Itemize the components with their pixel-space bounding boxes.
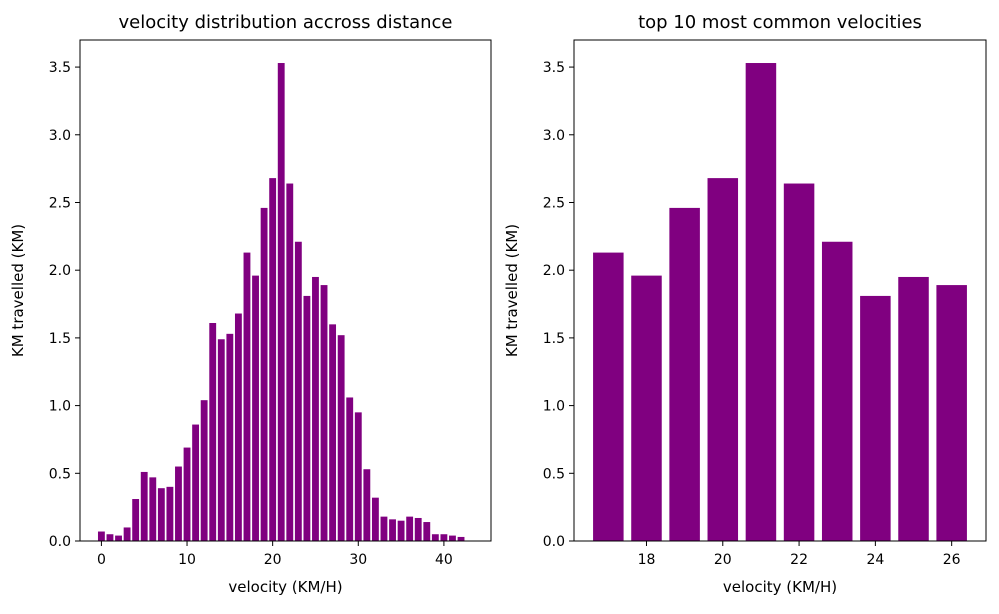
left-chart-bar bbox=[277, 63, 285, 542]
right-chart-x-tick-label: 26 bbox=[943, 552, 961, 568]
left-chart-bar bbox=[380, 516, 388, 541]
left-chart-x-axis-label: velocity (KM/H) bbox=[228, 578, 342, 596]
left-chart-y-tick-label: 3.5 bbox=[49, 60, 71, 76]
right-chart-axes-frame bbox=[573, 39, 987, 542]
right-chart-y-tick-label: 1.5 bbox=[543, 331, 565, 347]
left-chart-y-tick-label: 1.5 bbox=[49, 331, 71, 347]
left-chart-bar bbox=[183, 447, 191, 541]
left-chart-y-axis-ticks: 0.0 0.5 1.0 1.5 2.0 2.5 3.0 3.5 bbox=[49, 60, 80, 550]
left-chart-y-tick-label: 0.5 bbox=[49, 466, 71, 482]
left-chart-bar bbox=[166, 486, 174, 541]
left-chart-bar bbox=[431, 534, 439, 541]
left-chart-x-tick-label: 30 bbox=[349, 552, 367, 568]
right-chart-y-tick-label: 2.0 bbox=[543, 263, 565, 279]
right-chart-x-tick-label: 24 bbox=[866, 552, 884, 568]
left-chart-bar bbox=[371, 497, 379, 541]
right-chart-bar bbox=[593, 252, 624, 541]
right-chart-x-tick-label: 20 bbox=[714, 552, 732, 568]
left-chart-bar bbox=[157, 488, 165, 541]
right-chart-x-tick-label: 22 bbox=[790, 552, 808, 568]
right-chart-bar bbox=[707, 178, 739, 542]
right-chart-y-tick-label: 0.5 bbox=[543, 466, 565, 482]
right-chart-bar bbox=[745, 63, 777, 542]
right-chart-y-tick-label: 0.0 bbox=[543, 534, 565, 550]
right-chart-title: top 10 most common velocities bbox=[638, 12, 922, 33]
left-chart-bar bbox=[337, 335, 345, 541]
left-chart-bar bbox=[252, 275, 259, 541]
right-chart-y-axis-ticks: 0.0 0.5 1.0 1.5 2.0 2.5 3.0 3.5 bbox=[543, 60, 574, 550]
left-chart-bar bbox=[346, 397, 354, 541]
left-chart-bar bbox=[354, 412, 362, 541]
right-chart-y-tick-label: 1.0 bbox=[543, 399, 565, 415]
right-chart-x-tick-label: 18 bbox=[638, 552, 656, 568]
right-chart-y-tick-label: 3.0 bbox=[543, 128, 565, 144]
left-chart-bar bbox=[149, 477, 157, 541]
left-chart-bar bbox=[97, 531, 105, 541]
left-chart-bar bbox=[226, 333, 234, 541]
left-chart-bar bbox=[115, 535, 122, 541]
left-chart-bar bbox=[123, 527, 131, 541]
left-chart-bar bbox=[423, 522, 431, 541]
left-chart-y-tick-label: 2.5 bbox=[49, 195, 71, 211]
left-chart-bar bbox=[397, 520, 405, 541]
right-chart-bar bbox=[821, 241, 853, 541]
left-chart-y-tick-label: 3.0 bbox=[49, 128, 71, 144]
left-chart-bar bbox=[406, 516, 414, 541]
left-chart-bar bbox=[449, 535, 456, 541]
left-chart-x-tick-label: 0 bbox=[97, 552, 106, 568]
left-chart-x-tick-label: 40 bbox=[435, 552, 453, 568]
left-chart-bar bbox=[209, 323, 217, 541]
left-chart-y-tick-label: 1.0 bbox=[49, 399, 71, 415]
left-chart-bar bbox=[294, 241, 302, 541]
left-chart-bar bbox=[243, 252, 251, 541]
left-chart-title: velocity distribution accross distance bbox=[119, 12, 453, 33]
right-chart-bar bbox=[631, 275, 662, 541]
left-chart-x-tick-label: 20 bbox=[264, 552, 282, 568]
left-chart-bar bbox=[260, 207, 268, 541]
left-chart-bar bbox=[440, 534, 448, 541]
left-chart-bar bbox=[106, 534, 114, 541]
right-chart-top-velocities: 0.0 0.5 1.0 1.5 2.0 2.5 3.0 3.5 18 20 22 24 26 top … bbox=[503, 12, 987, 596]
left-chart-bar bbox=[320, 285, 328, 541]
left-chart-bar bbox=[312, 276, 319, 541]
left-chart-bar bbox=[140, 471, 148, 541]
right-chart-y-axis-label: KM travelled (KM) bbox=[503, 224, 521, 357]
right-chart-bar bbox=[936, 285, 967, 541]
left-chart-bar bbox=[132, 499, 140, 541]
right-chart-y-tick-label: 2.5 bbox=[543, 195, 565, 211]
left-chart-bar bbox=[389, 519, 396, 541]
left-chart-y-tick-label: 0.0 bbox=[49, 534, 71, 550]
left-chart-x-axis-ticks: 0 10 20 30 40 bbox=[97, 541, 453, 568]
left-chart-y-tick-label: 2.0 bbox=[49, 263, 71, 279]
right-chart-bar bbox=[669, 207, 700, 541]
left-chart-bar bbox=[234, 313, 242, 541]
left-chart-bar bbox=[217, 339, 225, 541]
left-chart-x-tick-label: 10 bbox=[178, 552, 196, 568]
left-chart-bar bbox=[192, 424, 200, 541]
right-chart-x-axis-ticks: 18 20 22 24 26 bbox=[638, 541, 961, 568]
left-chart-bar bbox=[175, 466, 182, 541]
right-chart-bar bbox=[783, 183, 815, 541]
left-chart-bar bbox=[303, 295, 311, 541]
left-chart-bar bbox=[269, 178, 277, 542]
left-chart-bar bbox=[414, 517, 422, 541]
left-chart-velocity-distribution: 0.0 0.5 1.0 1.5 2.0 2.5 3.0 3.5 0 10 20 30 40 veloc… bbox=[9, 12, 492, 596]
right-chart-bars bbox=[593, 63, 967, 542]
right-chart-bar bbox=[860, 295, 891, 541]
left-chart-bars bbox=[97, 63, 465, 542]
left-chart-bar bbox=[329, 324, 337, 541]
left-chart-y-axis-label: KM travelled (KM) bbox=[9, 224, 27, 357]
left-chart-axes-frame bbox=[79, 39, 492, 542]
left-chart-bar bbox=[363, 469, 371, 541]
left-chart-bar bbox=[457, 536, 465, 541]
right-chart-y-tick-label: 3.5 bbox=[543, 60, 565, 76]
left-chart-bar bbox=[200, 400, 208, 541]
left-chart-bar bbox=[286, 183, 294, 541]
right-chart-bar bbox=[898, 276, 929, 541]
right-chart-x-axis-label: velocity (KM/H) bbox=[723, 578, 837, 596]
